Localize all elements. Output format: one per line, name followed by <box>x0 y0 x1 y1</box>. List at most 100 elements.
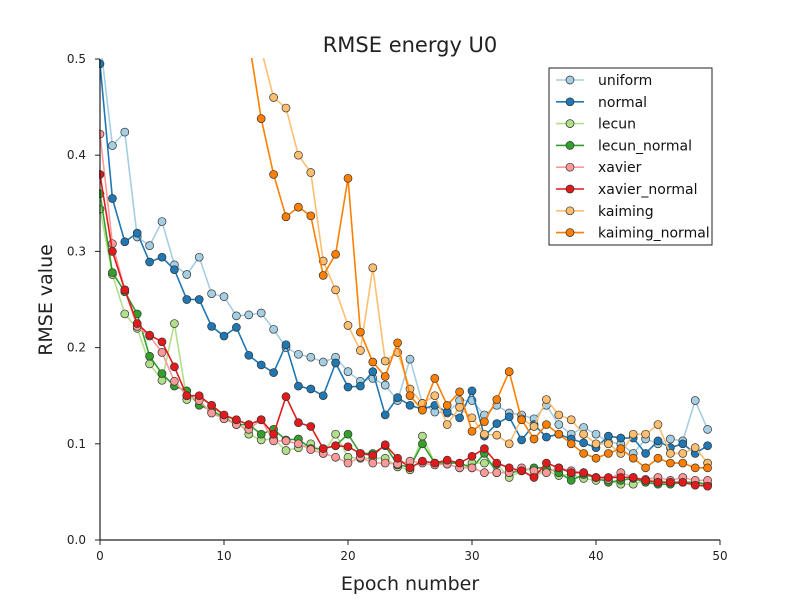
data-point <box>157 348 167 357</box>
data-point <box>294 381 303 391</box>
data-point <box>108 141 117 150</box>
data-point <box>380 410 390 420</box>
data-point <box>703 441 712 451</box>
data-point <box>666 458 675 468</box>
data-point <box>356 346 365 355</box>
data-point <box>331 285 340 295</box>
series-normal <box>99 59 712 458</box>
data-point <box>393 393 402 402</box>
data-point <box>331 441 340 451</box>
data-point <box>504 412 514 422</box>
data-point <box>604 449 613 458</box>
legend-label: kaiming_normal <box>598 226 710 242</box>
legend-swatch-marker <box>565 119 575 128</box>
data-point <box>256 429 266 439</box>
data-point <box>182 295 192 304</box>
y-tick-label: 0.4 <box>67 148 86 162</box>
data-point <box>641 449 650 458</box>
data-point <box>542 420 551 429</box>
data-point <box>554 420 564 429</box>
data-point <box>318 391 328 401</box>
data-point <box>219 292 229 301</box>
data-point <box>529 422 539 431</box>
data-point <box>616 473 626 482</box>
legend-label: xavier <box>598 160 642 176</box>
data-point <box>244 310 254 320</box>
data-point <box>616 444 626 453</box>
data-point <box>368 263 378 273</box>
data-point <box>405 400 415 410</box>
data-point <box>257 45 265 53</box>
data-point <box>182 270 192 279</box>
data-point <box>666 477 675 487</box>
data-point <box>467 463 477 473</box>
data-point <box>281 212 291 222</box>
data-point <box>480 458 489 468</box>
data-point <box>542 468 551 478</box>
data-point <box>331 249 340 259</box>
data-point <box>678 477 688 487</box>
data-point <box>380 356 390 366</box>
x-tick-label: 40 <box>588 549 603 563</box>
data-point <box>318 271 328 280</box>
data-point <box>393 453 402 463</box>
data-point <box>256 308 266 318</box>
data-point <box>678 458 688 468</box>
data-point <box>492 468 502 478</box>
data-point <box>170 376 179 386</box>
legend-item: kaiming_normal <box>556 226 710 242</box>
legend-label: uniform <box>598 73 652 89</box>
data-point <box>343 442 353 452</box>
series-xavier-normal <box>99 170 712 491</box>
data-point <box>529 434 539 444</box>
data-point <box>579 468 588 478</box>
data-point <box>157 217 167 226</box>
data-point <box>480 468 489 478</box>
data-point <box>628 429 638 439</box>
data-point <box>170 362 179 372</box>
data-point <box>194 391 204 401</box>
data-point <box>331 452 340 462</box>
data-point <box>108 268 117 277</box>
data-point <box>170 319 179 328</box>
legend-swatch-marker <box>565 97 575 107</box>
x-axis-label: Epoch number <box>341 573 480 595</box>
data-point <box>430 391 440 401</box>
data-point <box>306 384 316 394</box>
data-point <box>232 323 241 332</box>
data-point <box>331 429 340 439</box>
x-tick-label: 0 <box>96 549 104 563</box>
data-point <box>591 453 601 463</box>
data-point <box>269 429 278 439</box>
data-point <box>405 354 415 364</box>
data-point <box>306 168 316 177</box>
data-point <box>343 429 353 439</box>
data-point <box>442 455 452 465</box>
data-point <box>430 374 440 383</box>
series-kaiming-normal <box>250 58 712 473</box>
data-point <box>492 430 502 440</box>
data-point <box>281 103 291 113</box>
data-point <box>666 434 675 444</box>
data-point <box>244 420 254 429</box>
data-point <box>542 395 551 404</box>
data-point <box>641 476 650 485</box>
data-point <box>207 289 216 299</box>
data-point <box>442 400 452 410</box>
data-point <box>207 408 216 418</box>
legend-item: kaiming <box>556 204 654 220</box>
data-point <box>207 400 216 410</box>
data-point <box>579 449 588 458</box>
data-point <box>641 429 650 439</box>
legend-swatch-marker <box>565 206 575 216</box>
data-point <box>269 324 278 334</box>
data-point <box>132 319 142 328</box>
data-point <box>356 381 365 391</box>
x-tick-label: 20 <box>340 549 355 563</box>
data-point <box>604 439 613 449</box>
data-point <box>480 417 489 427</box>
data-point <box>294 349 303 359</box>
data-point <box>492 458 502 468</box>
data-point <box>418 431 427 441</box>
y-tick-label: 0.5 <box>67 52 86 66</box>
